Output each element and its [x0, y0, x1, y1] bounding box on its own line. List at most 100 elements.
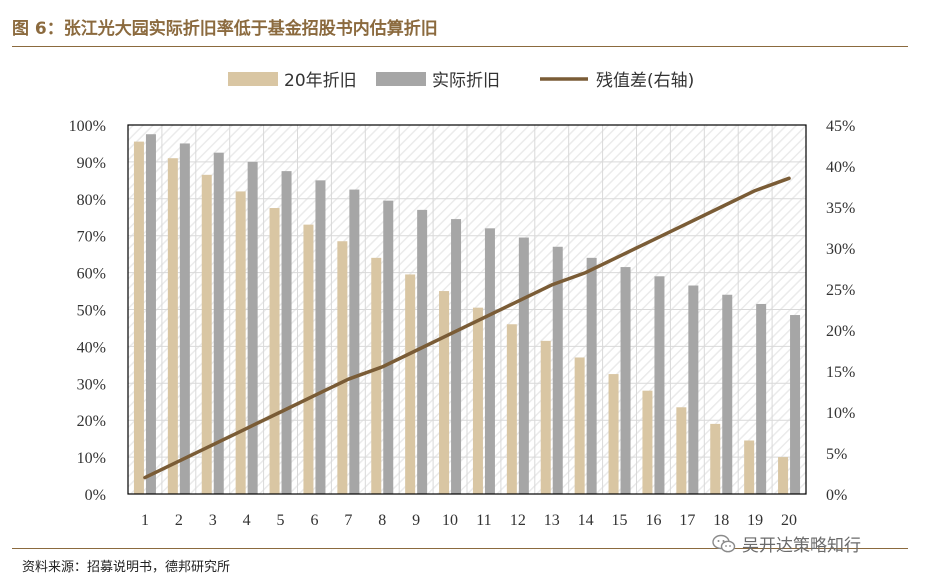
x-tick-label: 19 [747, 512, 763, 529]
bar-20yr [506, 324, 517, 494]
bar-20yr [710, 423, 721, 494]
bar-actual [213, 152, 224, 495]
bar-actual [790, 315, 801, 494]
x-tick-label: 20 [781, 512, 797, 529]
bar-actual [145, 134, 156, 494]
right-tick-label: 5% [826, 446, 847, 463]
bar-actual [383, 200, 394, 494]
x-tick-label: 13 [544, 512, 560, 529]
left-tick-label: 80% [77, 192, 106, 209]
bar-20yr [133, 141, 144, 495]
x-tick-label: 9 [412, 512, 420, 529]
bar-actual [451, 219, 462, 494]
bar-actual [315, 180, 326, 494]
left-tick-label: 100% [69, 118, 106, 135]
left-tick-label: 40% [77, 339, 106, 356]
legend-swatch [228, 72, 278, 86]
left-tick-label: 70% [77, 229, 106, 246]
bar-20yr [337, 241, 348, 494]
footer-divider [12, 548, 908, 549]
x-tick-label: 2 [175, 512, 183, 529]
bar-20yr [303, 224, 314, 494]
bar-actual [620, 267, 631, 494]
bar-20yr [269, 208, 280, 494]
left-tick-label: 20% [77, 413, 106, 430]
legend-label: 20年折旧 [284, 71, 357, 91]
bar-20yr [235, 191, 246, 495]
x-tick-label: 10 [442, 512, 458, 529]
right-tick-label: 30% [826, 241, 855, 258]
bar-actual [247, 161, 258, 494]
bar-series [133, 134, 801, 495]
right-tick-label: 25% [826, 282, 855, 299]
x-tick-label: 17 [679, 512, 695, 529]
legend-label: 实际折旧 [432, 71, 500, 91]
x-tick-label: 5 [277, 512, 285, 529]
bar-actual [654, 276, 665, 494]
plot-frame [127, 124, 807, 495]
figure-title: 图 6：张江光大园实际折旧率低于基金招股书内估算折旧 [12, 19, 438, 39]
bar-actual [417, 209, 428, 494]
bar-actual [179, 143, 190, 494]
x-tick-label: 3 [209, 512, 217, 529]
right-tick-label: 0% [826, 487, 847, 504]
bar-actual [518, 237, 529, 495]
bar-20yr [405, 274, 416, 494]
line-series [143, 176, 791, 480]
bar-actual [756, 303, 767, 494]
x-tick-label: 7 [344, 512, 352, 529]
bar-20yr [778, 457, 789, 494]
line-residual-diff [143, 176, 791, 480]
bar-actual [586, 257, 597, 494]
left-tick-label: 0% [85, 487, 106, 504]
right-tick-label: 10% [826, 405, 855, 422]
wechat-icon [712, 534, 736, 552]
x-tick-label: 12 [510, 512, 526, 529]
x-tick-label: 1 [141, 512, 149, 529]
source-note: 资料来源：招募说明书，德邦研究所 [22, 560, 231, 575]
axes: 0% 10% 20% 30% 40% 50% 60% 70% 80% 90% 100% 0% 5% 10%… [69, 118, 856, 529]
left-tick-label: 30% [77, 376, 106, 393]
x-tick-label: 15 [612, 512, 628, 529]
watermark-text: 吴开达策略知行 [742, 536, 861, 556]
x-tick-label: 11 [476, 512, 491, 529]
right-tick-label: 15% [826, 364, 855, 381]
bar-actual [722, 294, 733, 494]
bar-20yr [608, 374, 619, 494]
bar-actual [484, 228, 495, 494]
right-tick-label: 40% [826, 159, 855, 176]
bar-actual [688, 285, 699, 494]
x-tick-label: 18 [713, 512, 729, 529]
left-tick-label: 60% [77, 266, 106, 283]
right-tick-label: 45% [826, 118, 855, 135]
bar-20yr [167, 158, 178, 494]
bar-20yr [371, 257, 382, 494]
x-tick-label: 14 [578, 512, 594, 529]
bar-actual [281, 171, 292, 494]
bar-20yr [472, 307, 483, 494]
x-tick-label: 16 [645, 512, 661, 529]
legend-swatch [376, 72, 426, 86]
x-tick-label: 8 [378, 512, 386, 529]
bar-20yr [642, 390, 653, 494]
bar-20yr [201, 174, 212, 494]
left-tick-label: 10% [77, 450, 106, 467]
watermark: 吴开达策略知行 [712, 531, 861, 556]
x-tick-label: 4 [243, 512, 251, 529]
legend-label: 残值差(右轴) [596, 71, 694, 91]
grid-lines [127, 124, 807, 495]
bar-20yr [676, 407, 687, 494]
bar-20yr [574, 357, 585, 494]
bar-actual [552, 246, 563, 494]
right-tick-label: 20% [826, 323, 855, 340]
chart-legend: 20年折旧 实际折旧 残值差(右轴) [228, 71, 694, 91]
left-tick-label: 50% [77, 303, 106, 320]
right-tick-label: 35% [826, 200, 855, 217]
bar-20yr [744, 440, 755, 494]
bar-20yr [439, 291, 450, 494]
title-divider [12, 46, 908, 47]
left-tick-label: 90% [77, 155, 106, 172]
bar-20yr [540, 340, 551, 494]
x-tick-label: 6 [310, 512, 318, 529]
